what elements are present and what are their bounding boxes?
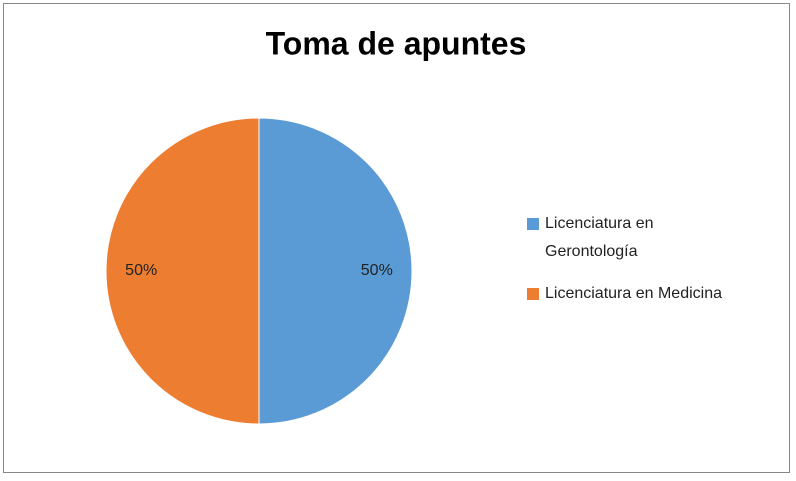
legend-item: Licenciatura en Gerontología [527, 210, 742, 266]
data-label: 50% [361, 262, 393, 279]
pie-slice [258, 117, 413, 425]
chart-title: Toma de apuntes [266, 25, 527, 61]
legend-label: Licenciatura en Gerontología [545, 215, 654, 260]
data-label: 50% [125, 262, 157, 279]
legend-label: Licenciatura en Medicina [545, 285, 722, 302]
legend: Licenciatura en Gerontología Licenciatura… [527, 210, 742, 322]
legend-item: Licenciatura en Medicina [527, 280, 742, 308]
legend-swatch [527, 288, 539, 300]
legend-swatch [527, 218, 539, 230]
pie-slice [105, 117, 260, 425]
